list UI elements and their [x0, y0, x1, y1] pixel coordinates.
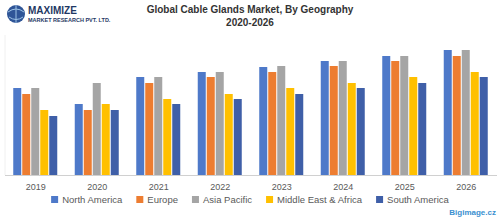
bar [84, 110, 92, 175]
y-range-line [5, 35, 6, 175]
legend-label: South America [387, 194, 449, 205]
bar [145, 83, 153, 175]
bar [391, 61, 399, 175]
bar [400, 56, 408, 175]
watermark: Bigimage.cz [449, 208, 496, 217]
bar [418, 83, 426, 175]
bar [111, 110, 119, 175]
legend: North America Europe Asia Pacific Middle Ea… [51, 194, 449, 205]
x-tick-label: 2019 [26, 182, 46, 192]
bar [268, 72, 276, 175]
subtitle: 2020-2026 [226, 17, 274, 28]
bar [286, 88, 294, 175]
bar [207, 77, 215, 175]
legend-label: Europe [147, 194, 178, 205]
logo: MAXIMIZEMARKET RESEARCH PVT. LTD. [7, 5, 111, 23]
bar [330, 66, 338, 175]
legend-item: Europe [136, 194, 178, 205]
bar [462, 50, 470, 175]
bar [277, 66, 285, 175]
bar [13, 88, 21, 175]
bar [75, 104, 83, 175]
x-tick-label: 2023 [272, 182, 292, 192]
bar [22, 94, 30, 175]
bar [225, 94, 233, 175]
bar [453, 56, 461, 175]
bar [163, 99, 171, 175]
legend-item: South America [376, 194, 449, 205]
legend-label: Middle East & Africa [277, 194, 363, 205]
bar [321, 61, 329, 175]
bar [154, 77, 162, 175]
legend-swatch [192, 196, 199, 203]
bar [93, 83, 101, 175]
bar [480, 77, 488, 175]
legend-swatch [376, 196, 383, 203]
bar [216, 72, 224, 175]
logo-globe [7, 5, 25, 23]
bar [382, 56, 390, 175]
x-tick-label: 2026 [456, 182, 476, 192]
legend-swatch [136, 196, 143, 203]
logo-subtitle: MARKET RESEARCH PVT. LTD. [28, 17, 111, 23]
bar [49, 116, 57, 175]
x-axis [5, 175, 497, 176]
legend-item: North America [51, 194, 123, 205]
bar [339, 61, 347, 175]
chart: MAXIMIZEMARKET RESEARCH PVT. LTD. Global … [0, 0, 500, 217]
bar [357, 88, 365, 175]
bar [172, 104, 180, 175]
bar [40, 110, 48, 175]
bar [234, 99, 242, 175]
bars [13, 50, 488, 175]
bar [31, 88, 39, 175]
bar [259, 67, 267, 175]
x-tick-label: 2025 [395, 182, 415, 192]
background [0, 0, 500, 217]
x-tick-label: 2022 [210, 182, 230, 192]
bar [409, 77, 417, 175]
bar [471, 72, 479, 175]
logo-lines [8, 5, 24, 23]
x-tick-label: 2020 [87, 182, 107, 192]
legend-label: North America [62, 194, 123, 205]
x-tick-label: 2024 [333, 182, 353, 192]
legend-label: Asia Pacific [203, 194, 252, 205]
bar [102, 104, 110, 175]
legend-item: Asia Pacific [192, 194, 252, 205]
title: Global Cable Glands Market, By Geography [147, 4, 354, 15]
logo-title: MAXIMIZE [28, 5, 77, 16]
bar [198, 72, 206, 175]
legend-item: Middle East & Africa [266, 194, 363, 205]
x-tick-label: 2021 [149, 182, 169, 192]
legend-swatch [266, 196, 273, 203]
bar [348, 83, 356, 175]
bar [295, 94, 303, 175]
bar [136, 77, 144, 175]
legend-swatch [51, 196, 58, 203]
bar [444, 50, 452, 175]
